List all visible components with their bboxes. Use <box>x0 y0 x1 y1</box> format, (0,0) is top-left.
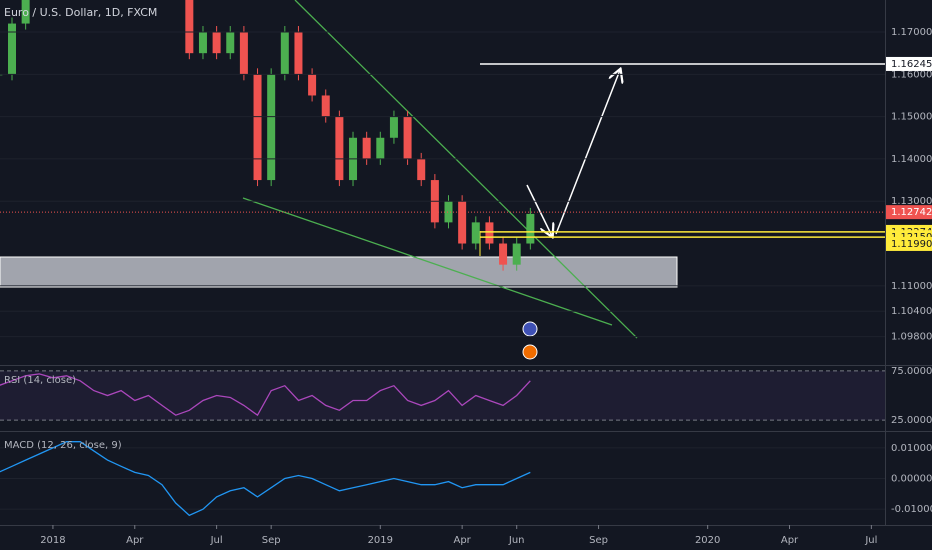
y-tick-label: 1.11000 <box>891 281 932 292</box>
x-tick-label: 2018 <box>40 535 65 546</box>
rsi-title: RSI (14, close) <box>4 375 76 386</box>
candle-body <box>499 243 508 265</box>
x-tick-label: Apr <box>126 535 144 546</box>
y-tick-label: 1.14000 <box>891 154 932 165</box>
x-tick-label: Sep <box>589 535 608 546</box>
trend-line <box>242 197 613 326</box>
symbol-title: Euro / U.S. Dollar, 1D, FXCM <box>4 6 157 19</box>
candle-body <box>417 158 426 181</box>
candle-body <box>21 0 30 24</box>
y-tick-label: 1.10400 <box>891 306 932 317</box>
arrow <box>555 70 620 235</box>
candle-body <box>485 222 494 244</box>
x-tick-label: Apr <box>781 535 799 546</box>
candle-body <box>185 0 194 54</box>
price-tag <box>886 56 932 71</box>
candle-body <box>471 222 480 244</box>
x-tick-label: Jul <box>864 535 877 546</box>
candle-body <box>198 32 207 54</box>
candle-body <box>8 23 17 75</box>
y-tick-label: 1.15000 <box>891 112 932 123</box>
x-tick-label: Apr <box>453 535 471 546</box>
candle-body <box>294 32 303 75</box>
x-tick-label: 2019 <box>368 535 393 546</box>
candle-body <box>239 32 248 75</box>
y-tick-label: 0.01000 <box>891 443 932 454</box>
drawings <box>242 0 638 339</box>
candle-body <box>308 74 317 96</box>
candle-body <box>335 116 344 181</box>
price-tag-label: 1.11990 <box>891 239 932 250</box>
event-icon[interactable] <box>522 321 538 337</box>
candle-body <box>253 74 262 181</box>
x-tick-label: 2020 <box>695 535 720 546</box>
rsi-pane <box>0 370 885 421</box>
x-tick-label: Jun <box>508 535 525 546</box>
candle-body <box>226 32 235 54</box>
candle-body <box>280 32 289 75</box>
candles <box>0 0 535 271</box>
candle-body <box>212 32 221 54</box>
candle-body <box>512 243 521 265</box>
price-tag-label: 1.12742 <box>891 207 932 218</box>
candle-body <box>389 116 398 138</box>
y-tick-label: 1.16000 <box>891 69 932 80</box>
y-tick-label: 0.00000 <box>891 474 932 485</box>
arrow <box>526 184 552 236</box>
candle-body <box>321 95 330 117</box>
candle-body <box>267 74 276 181</box>
rsi-line <box>0 373 531 417</box>
x-tick-label: Sep <box>262 535 281 546</box>
x-tick-label: Jul <box>210 535 223 546</box>
axes: 1.17000 1.16000 1.15000 1.14000 1.13000 1.110… <box>0 27 932 546</box>
price-tag <box>886 236 932 251</box>
support-zone <box>0 256 678 288</box>
candle-body <box>362 137 371 159</box>
y-tick-label: -0.01000 <box>891 504 932 515</box>
trend-line <box>294 0 638 339</box>
macd-line <box>0 441 531 517</box>
y-tick-label: 1.13000 <box>891 196 932 207</box>
macd-title: MACD (12, 26, close, 9) <box>4 440 122 451</box>
price-tag <box>886 205 932 220</box>
macd-pane <box>0 441 885 517</box>
candle-body <box>403 116 412 159</box>
candle-body <box>376 137 385 159</box>
y-tick-label: 1.09800 <box>891 332 932 343</box>
event-icon[interactable] <box>522 344 538 360</box>
y-tick-label: 1.17000 <box>891 27 932 38</box>
y-tick-label: 75.0000 <box>891 366 932 377</box>
candle-body <box>458 201 467 244</box>
price-tag-label: 1.16245 <box>891 59 932 70</box>
candle-body <box>444 201 453 223</box>
candle-body <box>526 213 535 244</box>
y-tick-label: 25.0000 <box>891 415 932 426</box>
